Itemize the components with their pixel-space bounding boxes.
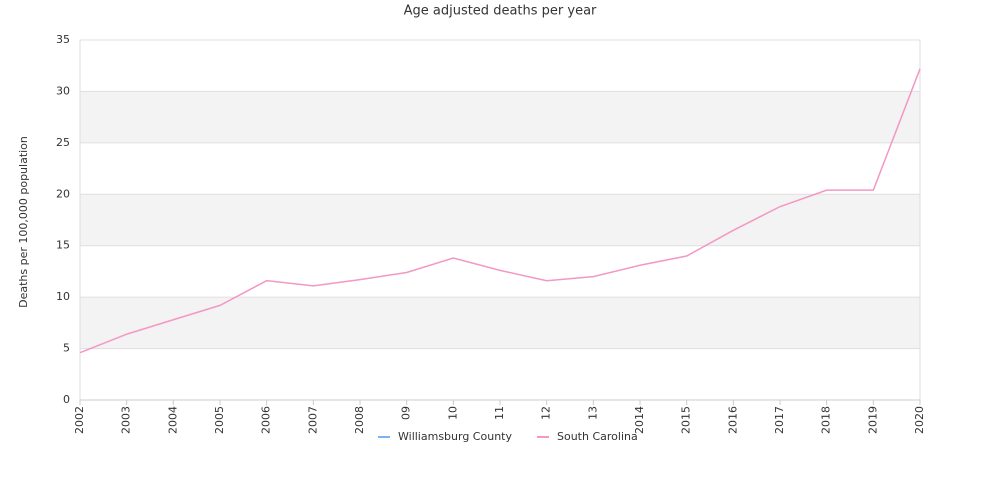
x-tick-label: 10 — [446, 406, 459, 420]
x-tick-label: 13 — [586, 406, 599, 420]
y-tick-label: 15 — [56, 239, 70, 252]
x-tick-label: 2004 — [166, 406, 179, 434]
x-tick-label: 2005 — [213, 406, 226, 434]
grid-band — [80, 297, 920, 349]
grid-band — [80, 91, 920, 143]
y-tick-label: 5 — [63, 342, 70, 355]
chart-title: Age adjusted deaths per year — [404, 4, 597, 19]
x-tick-label: 2016 — [726, 406, 739, 434]
grid-band — [80, 194, 920, 246]
series-line — [79, 68, 921, 354]
x-tick-label: 2019 — [866, 406, 879, 434]
y-tick-label: 0 — [63, 393, 70, 406]
x-tick-label: 2007 — [306, 406, 319, 434]
legend-label: Williamsburg County — [398, 430, 512, 443]
y-tick-label: 30 — [56, 84, 70, 97]
x-tick-label: 2015 — [680, 406, 693, 434]
x-tick-label: 12 — [540, 406, 553, 420]
legend-label: South Carolina — [557, 430, 638, 443]
x-tick-label: 2018 — [820, 406, 833, 434]
x-tick-label: 2003 — [120, 406, 133, 434]
x-tick-label: 09 — [400, 406, 413, 420]
x-tick-label: 2017 — [773, 406, 786, 434]
x-tick-label: 2006 — [260, 406, 273, 434]
y-axis-label: Deaths per 100,000 population — [17, 136, 30, 308]
x-tick-label: 2008 — [353, 406, 366, 434]
y-tick-label: 35 — [56, 33, 70, 46]
x-tick-label: 2014 — [633, 406, 646, 434]
x-tick-label: 2002 — [73, 406, 86, 434]
y-tick-label: 10 — [56, 290, 70, 303]
x-tick-label: 2020 — [913, 406, 926, 434]
x-tick-label: 11 — [493, 406, 506, 420]
y-tick-label: 25 — [56, 136, 70, 149]
y-tick-label: 20 — [56, 187, 70, 200]
